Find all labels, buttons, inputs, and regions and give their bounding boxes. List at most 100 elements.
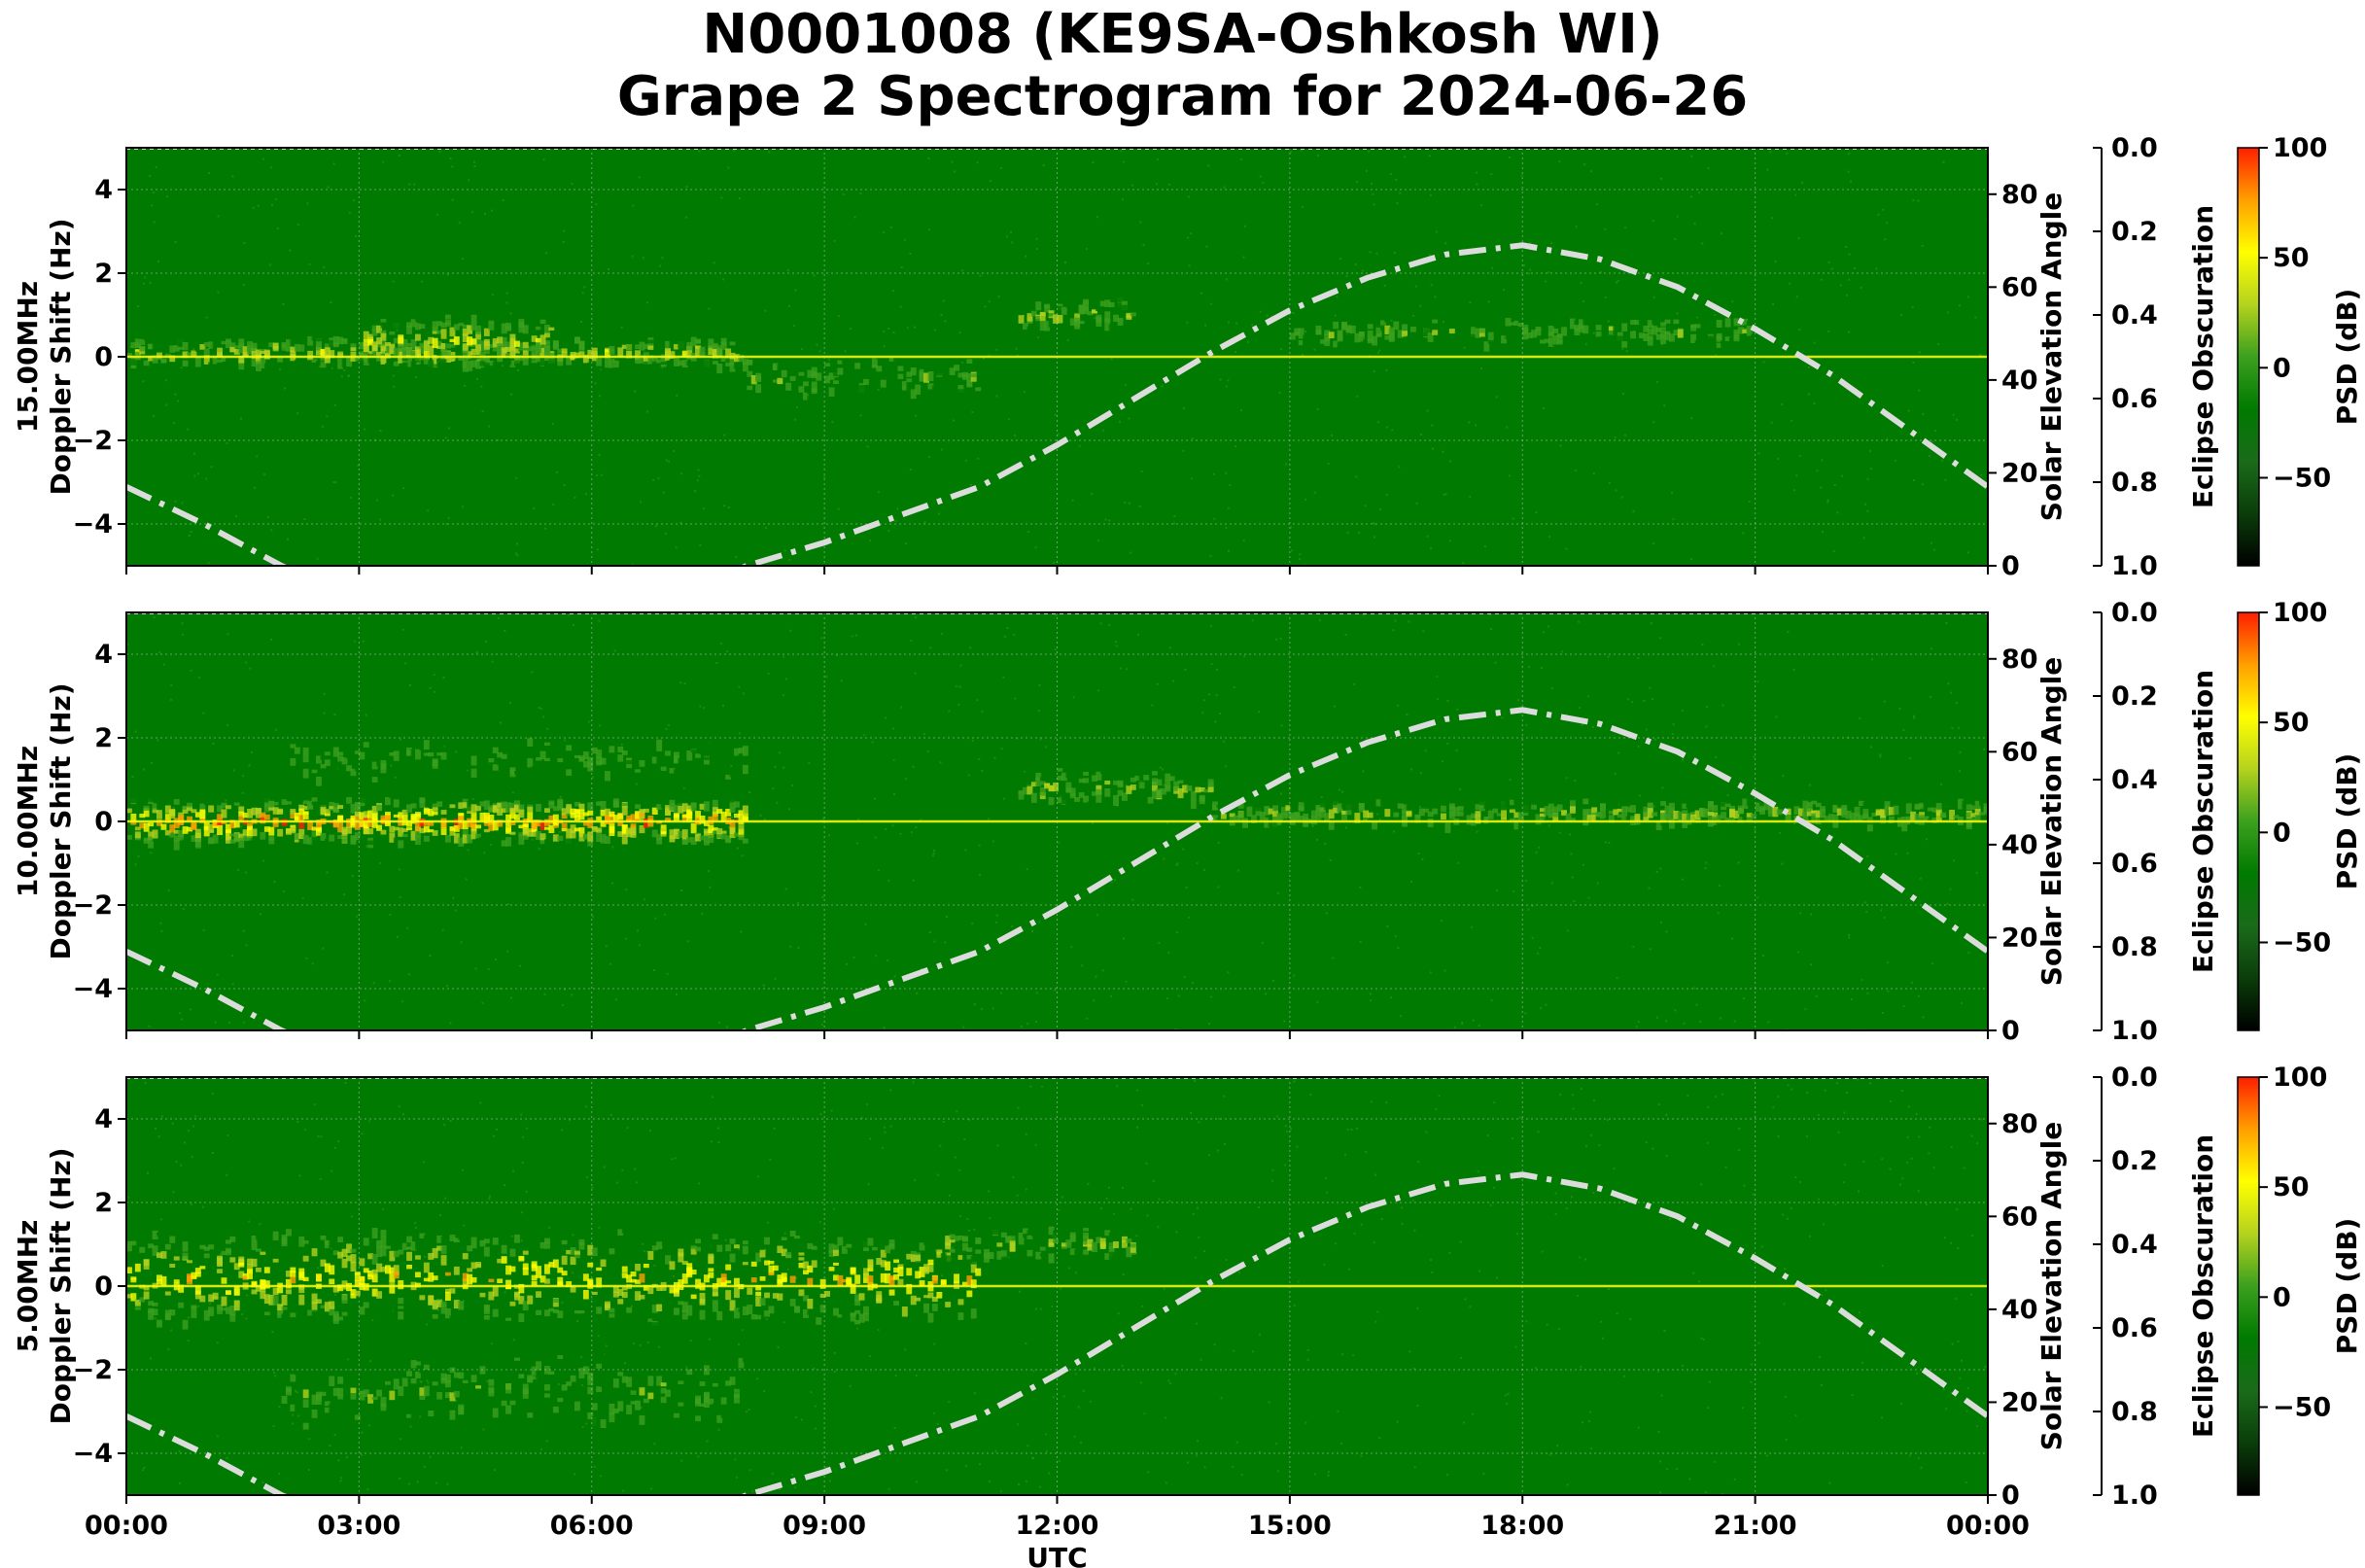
spectral-activity [1065, 782, 1072, 793]
colorbar-label: PSD (dB) [2331, 753, 2363, 890]
noise-pixel [699, 543, 702, 546]
noise-pixel [467, 769, 470, 772]
noise-pixel [1660, 921, 1662, 923]
spectral-activity [199, 803, 206, 814]
noise-pixel [764, 1248, 767, 1251]
noise-pixel [1694, 756, 1697, 759]
noise-pixel [1941, 459, 1943, 462]
spectral-activity [389, 343, 396, 355]
noise-pixel [832, 1207, 835, 1210]
noise-pixel [1770, 421, 1773, 424]
spectral-activity [178, 1284, 185, 1293]
noise-pixel [1714, 1096, 1717, 1098]
spectral-activity [1475, 815, 1481, 824]
spectral-activity [436, 362, 443, 367]
noise-pixel [1748, 500, 1751, 503]
eclipse-tick-label: 0.6 [2111, 384, 2158, 414]
noise-pixel [276, 226, 279, 229]
noise-pixel [653, 969, 655, 971]
spectral-activity [742, 338, 748, 347]
spectral-activity [1604, 818, 1611, 829]
spectral-activity [1444, 822, 1451, 833]
noise-pixel [665, 727, 668, 730]
spectral-activity [1402, 331, 1408, 337]
spectral-activity [1655, 333, 1662, 340]
noise-pixel [1196, 1454, 1198, 1457]
noise-pixel [1929, 1126, 1931, 1129]
noise-pixel [143, 282, 146, 285]
eclipse-axis-label: Eclipse Obscuration [2187, 205, 2219, 508]
spectrogram-area [126, 148, 1988, 566]
spectral-activity [548, 327, 555, 331]
noise-pixel [361, 1132, 364, 1135]
spectral-activity [789, 375, 796, 381]
noise-pixel [368, 1424, 371, 1427]
spectral-activity [226, 338, 231, 343]
spectral-activity [1721, 342, 1727, 353]
noise-pixel [1324, 842, 1327, 845]
noise-pixel [1540, 1006, 1542, 1009]
noise-pixel [1821, 1294, 1824, 1297]
spectral-activity [1354, 813, 1361, 823]
noise-pixel [941, 1274, 943, 1277]
spectral-activity [346, 356, 352, 367]
noise-pixel [572, 1234, 574, 1237]
noise-pixel [468, 179, 470, 182]
spectral-activity [157, 352, 162, 359]
spectral-activity [432, 360, 438, 368]
noise-pixel [927, 228, 930, 231]
spectral-activity [294, 747, 300, 754]
spectral-activity [1289, 812, 1296, 822]
noise-pixel [365, 845, 367, 848]
y-tick-label: 4 [94, 175, 113, 205]
noise-pixel [1464, 1298, 1467, 1301]
spectral-activity [1785, 812, 1791, 823]
noise-pixel [1857, 1078, 1860, 1081]
spectral-activity [389, 825, 396, 832]
spectral-activity [1716, 824, 1722, 832]
spectral-activity [1901, 821, 1908, 832]
spectral-activity [256, 349, 261, 360]
spectral-activity [1104, 318, 1111, 323]
spectral-activity [410, 814, 417, 824]
spectral-activity [833, 365, 839, 369]
spectral-activity [436, 801, 443, 807]
noise-pixel [1848, 253, 1851, 256]
noise-pixel [813, 1367, 816, 1370]
spectral-activity [1328, 809, 1335, 819]
noise-pixel [797, 946, 800, 949]
noise-pixel [1463, 346, 1466, 349]
noise-pixel [207, 562, 210, 565]
spectral-activity [354, 750, 361, 754]
spectral-activity [940, 385, 947, 394]
spectral-activity [1621, 341, 1628, 348]
noise-pixel [900, 706, 903, 709]
noise-pixel [1198, 1237, 1200, 1238]
spectral-activity [229, 839, 236, 844]
noise-pixel [226, 633, 229, 636]
spectral-activity [488, 758, 495, 763]
noise-pixel [1491, 266, 1494, 269]
spectral-activity [729, 744, 736, 755]
spectral-activity [871, 358, 878, 367]
noise-pixel [333, 1146, 336, 1149]
spectral-activity [1751, 317, 1757, 325]
noise-pixel [1159, 904, 1162, 907]
spectral-activity [398, 353, 404, 364]
noise-pixel [1637, 657, 1640, 660]
noise-pixel [467, 849, 470, 852]
noise-pixel [520, 1113, 523, 1116]
noise-pixel [172, 806, 175, 809]
spectral-activity [1242, 818, 1248, 828]
noise-pixel [327, 186, 330, 189]
noise-pixel [461, 1168, 464, 1171]
noise-pixel [1808, 784, 1811, 786]
spectral-activity [557, 357, 564, 366]
noise-pixel [473, 165, 476, 167]
spectral-activity [1621, 801, 1628, 810]
noise-pixel [1624, 434, 1626, 436]
noise-pixel [1870, 658, 1873, 661]
spectral-activity [1345, 332, 1352, 338]
noise-pixel [153, 415, 156, 418]
spectral-activity [1216, 804, 1223, 809]
